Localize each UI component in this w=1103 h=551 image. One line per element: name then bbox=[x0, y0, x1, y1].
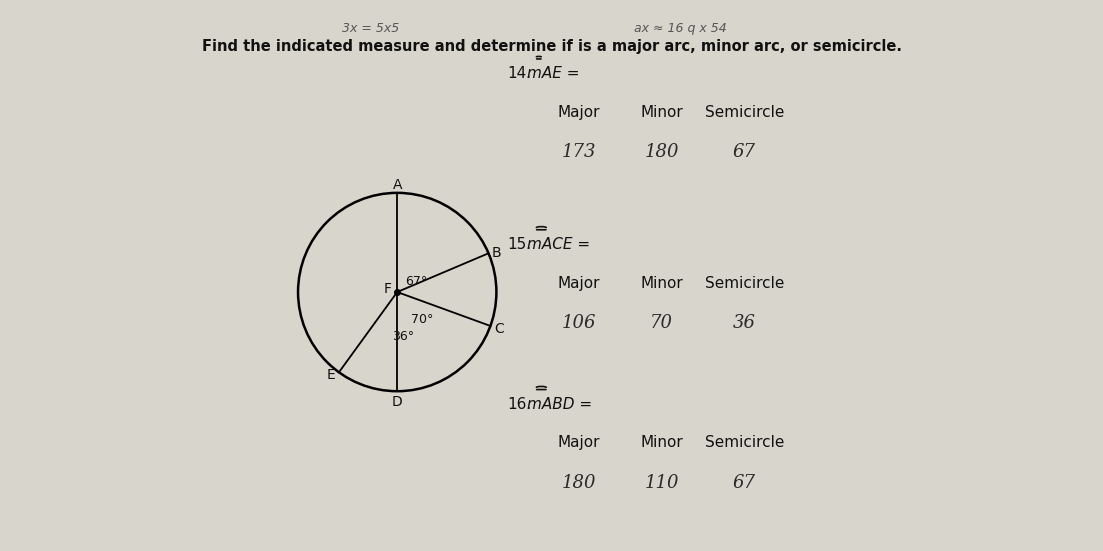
Text: mACE =: mACE = bbox=[527, 237, 590, 252]
Text: Minor: Minor bbox=[641, 276, 683, 290]
Text: Major: Major bbox=[558, 435, 600, 450]
Text: 106: 106 bbox=[561, 314, 597, 332]
Text: Major: Major bbox=[558, 276, 600, 290]
Text: mABD =: mABD = bbox=[527, 397, 592, 412]
Text: 180: 180 bbox=[561, 474, 597, 492]
Text: 67: 67 bbox=[732, 474, 756, 492]
Text: 67: 67 bbox=[732, 143, 756, 161]
Text: 180: 180 bbox=[644, 143, 679, 161]
Text: Major: Major bbox=[558, 105, 600, 120]
Text: 67°: 67° bbox=[406, 274, 428, 288]
Text: 16.: 16. bbox=[507, 397, 532, 412]
Text: E: E bbox=[326, 368, 335, 382]
Text: mAE =: mAE = bbox=[527, 66, 579, 81]
Text: 36: 36 bbox=[732, 314, 756, 332]
Text: Minor: Minor bbox=[641, 105, 683, 120]
Text: A: A bbox=[393, 177, 401, 192]
Text: Semicircle: Semicircle bbox=[705, 105, 784, 120]
Text: 173: 173 bbox=[561, 143, 597, 161]
Text: Semicircle: Semicircle bbox=[705, 276, 784, 290]
Text: Minor: Minor bbox=[641, 435, 683, 450]
Text: Semicircle: Semicircle bbox=[705, 435, 784, 450]
Text: 15.: 15. bbox=[507, 237, 532, 252]
Text: ax ≈ 16 q x 54: ax ≈ 16 q x 54 bbox=[634, 22, 727, 35]
Text: 36°: 36° bbox=[392, 329, 414, 343]
Text: 70: 70 bbox=[650, 314, 673, 332]
Text: F: F bbox=[384, 282, 392, 296]
Text: C: C bbox=[494, 322, 504, 336]
Text: 70°: 70° bbox=[410, 313, 433, 326]
Text: 3x = 5x5: 3x = 5x5 bbox=[342, 22, 399, 35]
Text: D: D bbox=[392, 395, 403, 409]
Text: B: B bbox=[492, 246, 502, 260]
Text: 110: 110 bbox=[644, 474, 679, 492]
Text: 14.: 14. bbox=[507, 66, 532, 81]
Text: Find the indicated measure and determine if is a major arc, minor arc, or semici: Find the indicated measure and determine… bbox=[202, 39, 901, 53]
